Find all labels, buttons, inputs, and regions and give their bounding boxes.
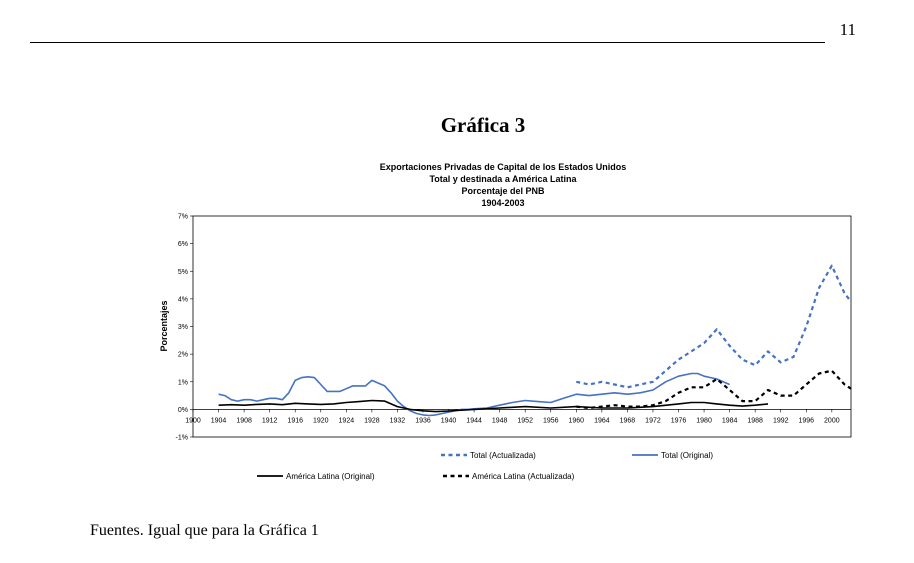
- x-tick-label: 1972: [645, 417, 661, 424]
- legend: Total (Actualizada) Total (Original) Améri…: [257, 451, 713, 481]
- series-group: [218, 264, 852, 417]
- y-axis-label: Porcentajes: [159, 300, 169, 351]
- legend-label: Total (Original): [661, 451, 713, 460]
- series-line: [218, 399, 769, 413]
- axes: 1900 1904 1908 1912 1916 1920 1924 1928 1932 1936…: [176, 214, 851, 442]
- y-tick-label: 0%: [178, 407, 188, 414]
- chart-title-line: Porcentaje del PNB: [461, 186, 545, 196]
- x-tick-label: 1932: [390, 417, 406, 424]
- sources-note: Fuentes. Igual que para la Gráfica 1: [90, 522, 319, 539]
- x-tick-label: 1908: [236, 417, 252, 424]
- x-tick-label: 1992: [773, 417, 789, 424]
- chart-title-line: Exportaciones Privadas de Capital de los…: [379, 162, 627, 172]
- y-tick-label: 7%: [178, 214, 188, 221]
- y-tick-label: 4%: [178, 296, 188, 303]
- chart-title-block: Exportaciones Privadas de Capital de los…: [300, 161, 706, 209]
- x-tick-label: 1912: [262, 417, 278, 424]
- page-number: 11: [839, 20, 856, 39]
- x-tick-label: 1904: [211, 417, 227, 424]
- x-tick-label: 1920: [313, 417, 329, 424]
- y-tick-label: -1%: [176, 435, 188, 442]
- y-tick-label: 3%: [178, 324, 188, 331]
- y-tick-label: 2%: [178, 352, 188, 359]
- x-tick-label: 1964: [594, 417, 610, 424]
- chart-title-line: Total y destinada a América Latina: [429, 174, 577, 184]
- x-tick-label: 1948: [492, 417, 508, 424]
- x-tick-label: 1940: [441, 417, 457, 424]
- x-tick-label: 1916: [287, 417, 303, 424]
- x-tick-label: 1936: [415, 417, 431, 424]
- x-tick-label: 1900: [185, 417, 201, 424]
- x-tick-label: 1952: [517, 417, 533, 424]
- x-tick-label: 1924: [339, 417, 355, 424]
- x-tick-label: 2000: [824, 417, 840, 424]
- x-tick-label: 1968: [620, 417, 636, 424]
- header-rule: [30, 42, 825, 43]
- series-line: [576, 264, 852, 389]
- x-tick-label: 1960: [569, 417, 585, 424]
- x-tick-label: 1980: [696, 417, 712, 424]
- x-tick-label: 1956: [543, 417, 559, 424]
- legend-label: América Latina (Original): [286, 472, 375, 481]
- y-tick-label: 1%: [178, 379, 188, 386]
- chart-title-line: 1904-2003: [481, 198, 525, 208]
- x-tick-label: 1944: [466, 417, 482, 424]
- x-tick-label: 1988: [747, 417, 763, 424]
- series-line: [576, 369, 852, 410]
- x-tick-label: 1996: [798, 417, 814, 424]
- legend-label: Total (Actualizada): [470, 451, 536, 460]
- y-tick-label: 6%: [178, 241, 188, 248]
- legend-label: América Latina (Actualizada): [472, 472, 575, 481]
- x-tick-label: 1976: [671, 417, 687, 424]
- figure-title: Gráfica 3: [440, 113, 526, 137]
- series-line: [218, 372, 730, 417]
- y-tick-label: 5%: [178, 269, 188, 276]
- x-tick-label: 1984: [722, 417, 738, 424]
- x-tick-label: 1928: [364, 417, 380, 424]
